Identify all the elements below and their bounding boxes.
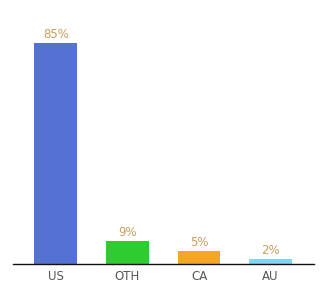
Text: 9%: 9%	[118, 226, 137, 238]
Text: 5%: 5%	[190, 236, 208, 249]
Bar	[106, 241, 149, 264]
Text: 85%: 85%	[43, 28, 69, 41]
Bar	[178, 251, 220, 264]
Text: 2%: 2%	[261, 244, 280, 257]
Bar	[34, 43, 77, 264]
Bar	[249, 259, 292, 264]
